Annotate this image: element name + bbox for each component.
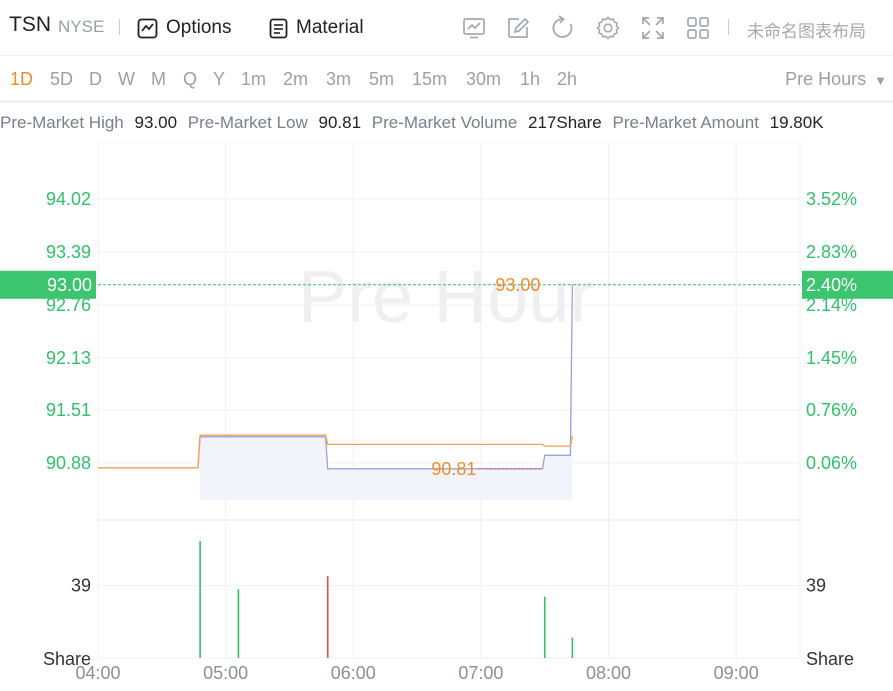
price-tick-label: 90.88	[46, 453, 91, 473]
caret-down-icon: ▼	[874, 73, 887, 88]
pre-market-volume-value: 217Share	[528, 113, 602, 132]
pre-market-low-value: 90.81	[318, 113, 362, 132]
volume-unit-right: Share	[806, 649, 854, 669]
period-30m[interactable]: 30m	[466, 69, 502, 89]
exchange-label: NYSE	[58, 17, 105, 36]
options-label: Options	[166, 17, 232, 38]
price-tick-label: 92.76	[46, 295, 91, 315]
current-change-value: 2.40%	[806, 275, 857, 295]
period-1m[interactable]: 1m	[241, 69, 267, 89]
volume-bars	[199, 541, 574, 658]
reset-icon[interactable]	[550, 15, 576, 41]
high-price-annotation: 93.00	[495, 275, 540, 295]
pre-market-low-label: Pre-Market Low	[187, 113, 308, 132]
price-tick-label: 92.13	[46, 348, 91, 368]
time-axis: 04:00 05:00 06:00 07:00 08:00 09:00	[75, 663, 758, 683]
current-price-value: 93.00	[47, 275, 92, 295]
intraday-chart[interactable]: Pre Hour 94.0293.3992.7692.1391.5190.88 …	[0, 142, 893, 691]
period-15m[interactable]: 15m	[412, 69, 448, 89]
chart-layout-name[interactable]: 未命名图表布局	[747, 22, 866, 41]
period-week[interactable]: W	[118, 69, 135, 89]
time-tick-label: 08:00	[586, 663, 631, 683]
percent-tick-label: 1.45%	[806, 348, 857, 368]
period-month[interactable]: M	[151, 69, 166, 89]
low-price-annotation: 90.81	[431, 459, 476, 479]
volume-tick-left: 39	[71, 576, 91, 596]
top-toolbar: TSN NYSE Options Material	[0, 0, 893, 56]
options-chart-icon	[137, 18, 158, 38]
price-area	[200, 284, 573, 500]
time-tick-label: 04:00	[75, 663, 120, 683]
pre-market-amount-value: 19.80K	[769, 113, 824, 132]
toolbar-divider	[119, 19, 120, 35]
period-5d[interactable]: 5D	[50, 69, 74, 89]
options-button[interactable]: Options	[137, 14, 231, 42]
average-price-line	[98, 434, 574, 469]
percent-tick-label: 0.76%	[806, 400, 857, 420]
session-select[interactable]: Pre Hours ▼	[785, 69, 887, 90]
percent-tick-label: 2.14%	[806, 295, 857, 315]
price-area-fill	[200, 284, 573, 500]
time-tick-label: 06:00	[331, 663, 376, 683]
pre-market-stats: Pre-Market High 93.00 Pre-Market Low 90.…	[0, 113, 893, 137]
period-bar: 1D 5D D W M Q Y 1m 2m 3m 5m 15m 30m 1h 2…	[0, 57, 893, 103]
draw-icon[interactable]	[505, 15, 531, 41]
volume-unit-left: Share	[43, 649, 91, 669]
chart-frame	[97, 142, 801, 659]
indicator-chart-icon[interactable]	[461, 15, 487, 41]
price-tick-label: 93.39	[46, 242, 91, 262]
percent-tick-label: 2.83%	[806, 242, 857, 262]
current-change-tag	[802, 270, 893, 299]
percent-tick-label: 3.52%	[806, 189, 857, 209]
pre-market-high-value: 93.00	[134, 113, 178, 132]
percent-tick-label: 0.06%	[806, 453, 857, 473]
stock-symbol: TSN	[9, 13, 51, 36]
period-year[interactable]: Y	[213, 69, 226, 89]
material-button[interactable]: Material	[269, 14, 364, 42]
pre-market-volume-label: Pre-Market Volume	[371, 113, 518, 132]
session-select-label: Pre Hours	[785, 69, 867, 89]
chart-grid	[97, 142, 801, 659]
material-label: Material	[296, 17, 364, 38]
time-tick-label: 09:00	[714, 663, 759, 683]
period-1d[interactable]: 1D	[10, 69, 34, 89]
price-lines	[98, 284, 574, 470]
grid-layout-icon[interactable]	[685, 15, 711, 41]
price-tick-label: 91.51	[46, 400, 91, 420]
right-percent-axis: 3.52% 2.83% 2.14% 1.45% 0.76% 0.06%	[806, 189, 857, 473]
period-quarter[interactable]: Q	[183, 69, 198, 89]
time-tick-label: 05:00	[203, 663, 248, 683]
period-2m[interactable]: 2m	[283, 69, 309, 89]
time-tick-label: 07:00	[458, 663, 503, 683]
period-5m[interactable]: 5m	[369, 69, 395, 89]
period-3m[interactable]: 3m	[326, 69, 352, 89]
pre-market-high-label: Pre-Market High	[0, 113, 124, 132]
chart-watermark: Pre Hour	[298, 255, 594, 338]
left-price-axis: 94.02 93.39 92.76 92.13 91.51 90.88	[46, 189, 91, 473]
pre-market-amount-label: Pre-Market Amount	[612, 113, 759, 132]
toolbar-divider	[728, 19, 729, 35]
document-icon	[269, 18, 288, 38]
current-price-tag	[0, 270, 96, 299]
settings-icon[interactable]	[595, 15, 621, 41]
period-1h[interactable]: 1h	[520, 69, 541, 89]
volume-tick-right: 39	[806, 576, 826, 596]
period-2h[interactable]: 2h	[557, 69, 578, 89]
period-day[interactable]: D	[89, 69, 102, 89]
fullscreen-icon[interactable]	[640, 15, 666, 41]
price-tick-label: 94.02	[46, 189, 91, 209]
